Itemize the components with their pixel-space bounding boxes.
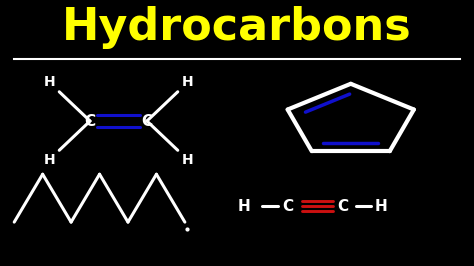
- Text: C: C: [141, 114, 153, 128]
- Text: H: H: [44, 153, 55, 167]
- Text: H: H: [182, 153, 193, 167]
- Text: C: C: [84, 114, 96, 128]
- Text: H: H: [374, 199, 387, 214]
- Text: H: H: [182, 76, 193, 89]
- Text: H: H: [44, 76, 55, 89]
- Text: C: C: [337, 199, 348, 214]
- Text: Hydrocarbons: Hydrocarbons: [62, 6, 412, 49]
- Text: C: C: [283, 199, 294, 214]
- Text: H: H: [238, 199, 250, 214]
